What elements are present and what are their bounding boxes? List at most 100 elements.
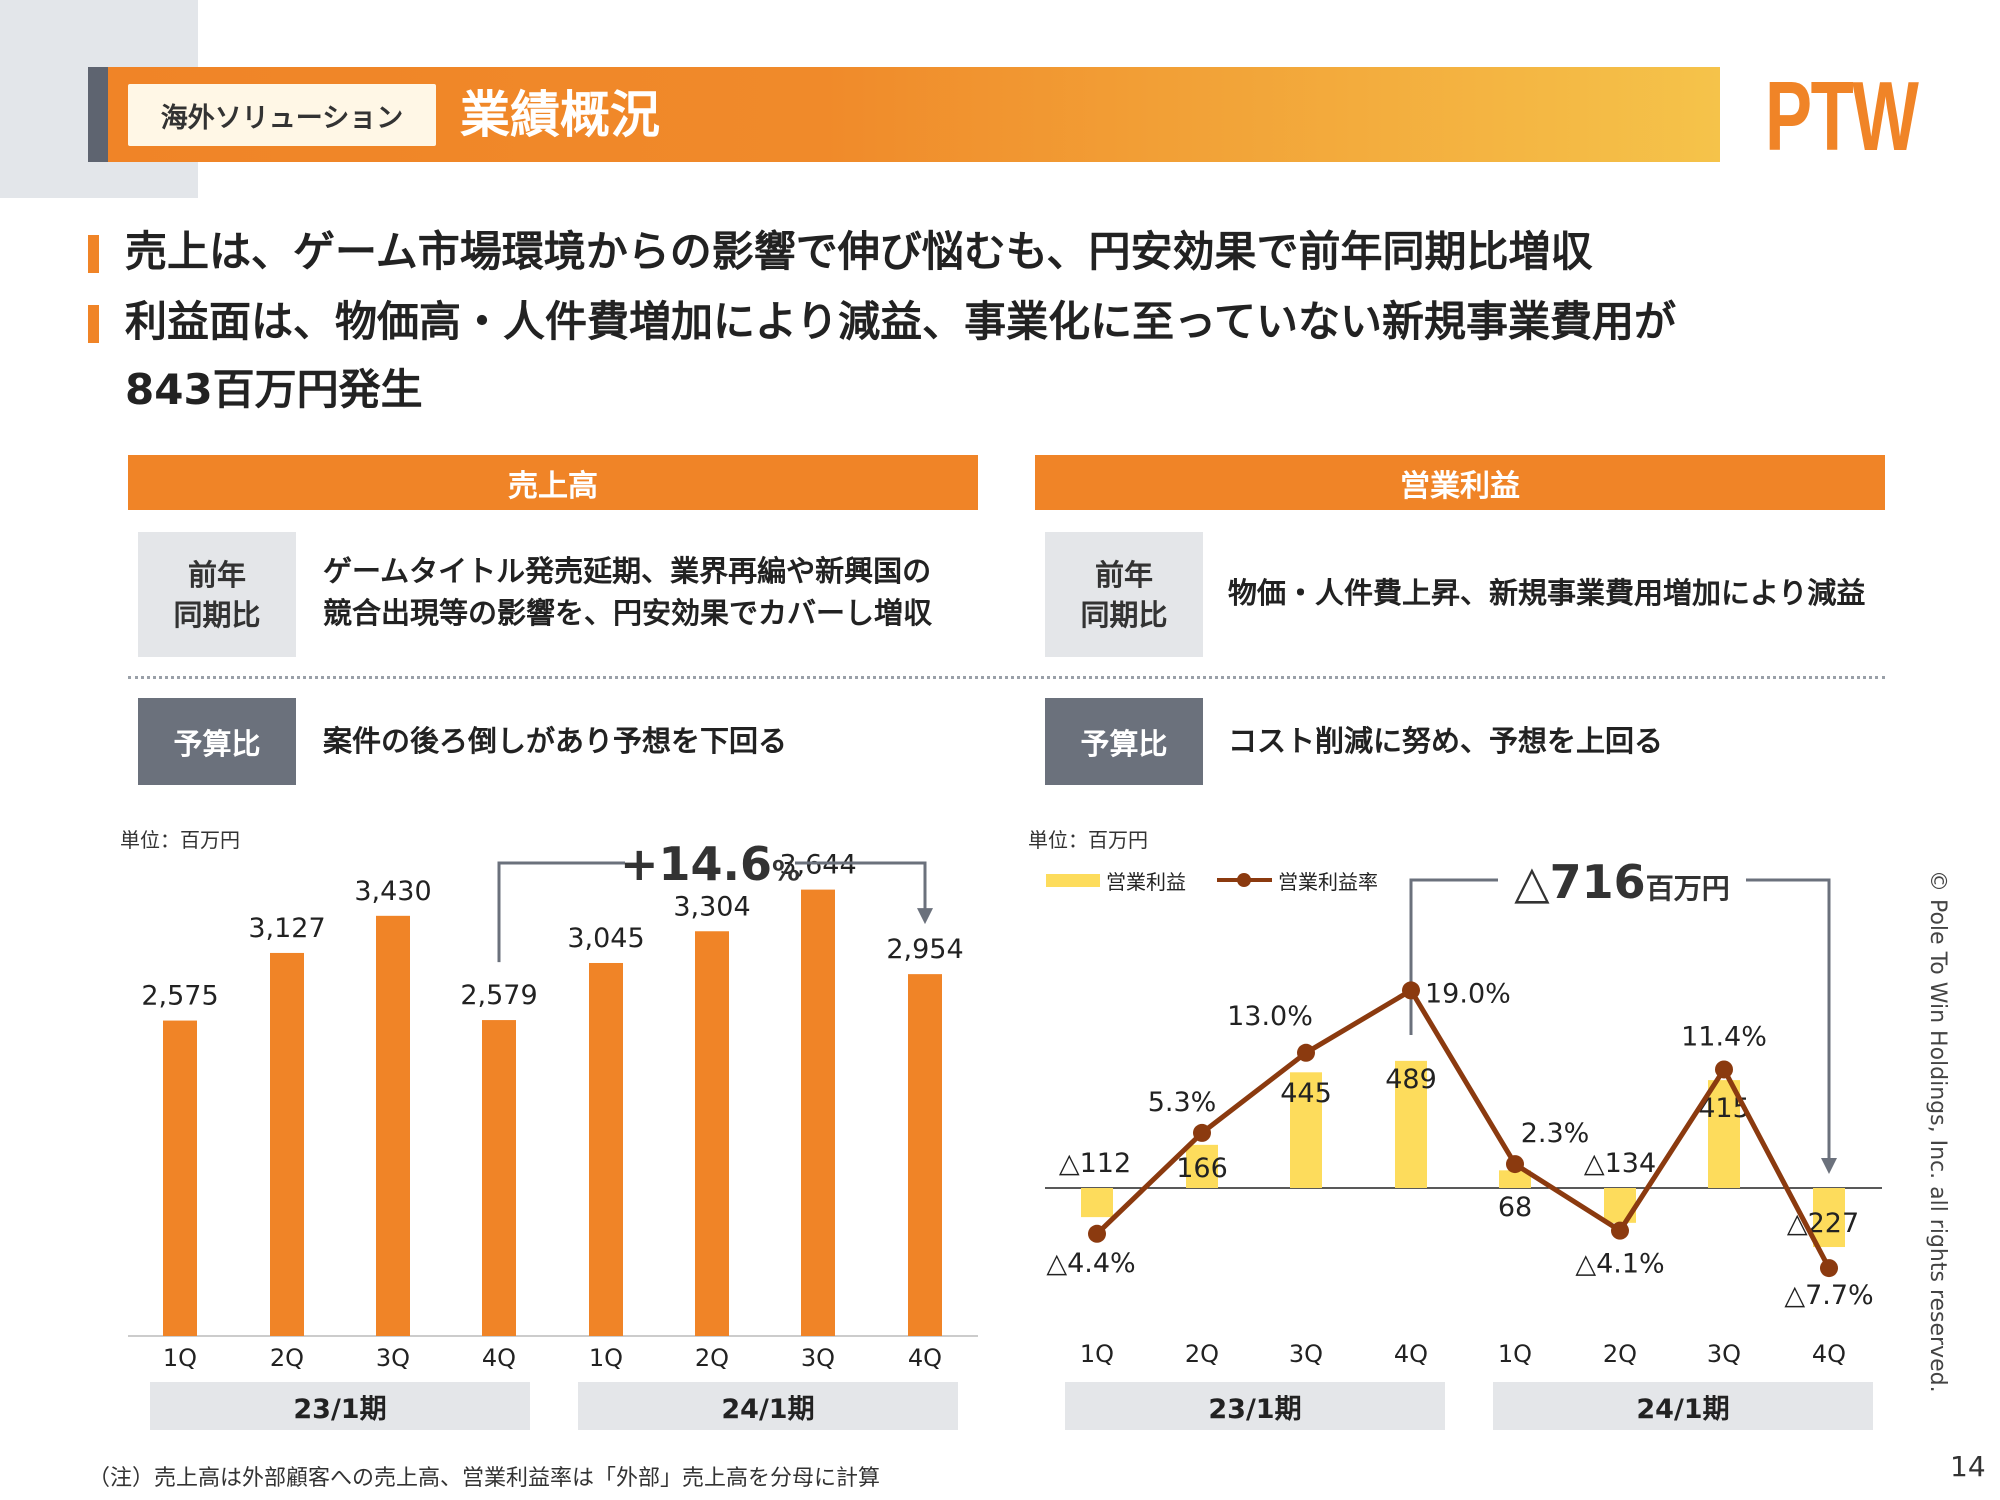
profit-rate-marker bbox=[1820, 1259, 1838, 1278]
sales-value-label: 3,045 bbox=[567, 923, 644, 954]
profit-budget-text: コスト削減に努め、予想を上回る bbox=[1228, 724, 1664, 758]
sales-x-tick: 4Q bbox=[482, 1344, 516, 1372]
profit-bar bbox=[1499, 1170, 1531, 1188]
profit-yoy-text: 物価・人件費上昇、新規事業費用増加により減益 bbox=[1228, 576, 1866, 610]
legend-label-line: 営業利益率 bbox=[1278, 870, 1378, 894]
profit-bar bbox=[1290, 1072, 1322, 1188]
profit-value-label: △134 bbox=[1584, 1148, 1656, 1179]
profit-rate-marker bbox=[1715, 1060, 1733, 1079]
sales-x-tick: 1Q bbox=[163, 1344, 197, 1372]
sales-bar bbox=[482, 1020, 516, 1336]
section-tag: 海外ソリューション bbox=[128, 84, 436, 146]
profit-bar bbox=[1708, 1080, 1740, 1188]
label-line: 同期比 bbox=[173, 597, 261, 632]
profit-budget-label: 予算比 bbox=[1045, 698, 1203, 785]
label-line: 前年 bbox=[187, 557, 246, 592]
sales-value-label: 3,127 bbox=[248, 913, 325, 944]
sales-bar bbox=[270, 952, 304, 1336]
sales-x-tick: 4Q bbox=[908, 1344, 942, 1372]
label-line: 前年 bbox=[1094, 557, 1153, 592]
sales-x-tick: 3Q bbox=[376, 1344, 410, 1372]
profit-x-tick: 3Q bbox=[1289, 1340, 1323, 1368]
profit-rate-label: 13.0% bbox=[1227, 1001, 1313, 1032]
profit-bar bbox=[1081, 1188, 1113, 1218]
legend-marker bbox=[1237, 873, 1251, 887]
sales-value-label: 2,954 bbox=[886, 934, 963, 965]
profit-bar bbox=[1186, 1144, 1218, 1188]
profit-yoy-label: 前年 同期比 bbox=[1045, 532, 1203, 657]
profit-rate-line bbox=[1095, 987, 1832, 1270]
sales-x-tick: 2Q bbox=[270, 1344, 304, 1372]
sales-bar bbox=[695, 931, 729, 1336]
profit-value-label: △112 bbox=[1059, 1148, 1131, 1179]
sales-yoy-text: ゲームタイトル発売延期、業界再編や新興国の 競合出現等の影響を、円安効果でカバー… bbox=[323, 550, 932, 634]
profit-value-label: 68 bbox=[1498, 1192, 1532, 1223]
divider bbox=[128, 676, 1885, 679]
profit-x-tick: 3Q bbox=[1707, 1340, 1741, 1368]
sales-bar bbox=[589, 962, 623, 1336]
profit-value-label: 445 bbox=[1280, 1078, 1332, 1109]
sales-bar bbox=[908, 974, 942, 1336]
profit-period-23: 23/1期 bbox=[1065, 1382, 1445, 1430]
page-number: 14 bbox=[1950, 1450, 1986, 1483]
profit-x-tick: 1Q bbox=[1498, 1340, 1532, 1368]
profit-rate-label: 2.3% bbox=[1521, 1118, 1590, 1149]
profit-rate-label: 5.3% bbox=[1148, 1087, 1217, 1118]
profit-rate-marker bbox=[1611, 1221, 1629, 1240]
profit-period-24: 24/1期 bbox=[1493, 1382, 1873, 1430]
profit-x-tick: 2Q bbox=[1185, 1340, 1219, 1368]
sales-value-label: 3,304 bbox=[673, 891, 750, 922]
legend-swatch-bar bbox=[1046, 874, 1100, 887]
sales-bar bbox=[163, 1020, 197, 1336]
sales-bracket-left bbox=[497, 861, 625, 963]
sales-budget-label: 予算比 bbox=[138, 698, 296, 785]
profit-rate-marker bbox=[1193, 1123, 1211, 1142]
sales-value-label: 3,644 bbox=[779, 850, 856, 881]
copyright: © Pole To Win Holdings, Inc. all rights … bbox=[1925, 870, 1950, 1393]
sales-x-tick: 3Q bbox=[801, 1344, 835, 1372]
sales-x-tick: 1Q bbox=[589, 1344, 623, 1372]
profit-rate-label: △7.7% bbox=[1784, 1280, 1873, 1311]
company-logo: PTW bbox=[1765, 61, 1919, 171]
profit-rate-label: 19.0% bbox=[1425, 978, 1511, 1009]
sales-bar bbox=[801, 889, 835, 1336]
desc-line: 競合出現等の影響を、円安効果でカバーし増収 bbox=[323, 596, 933, 630]
profit-rate-marker bbox=[1088, 1224, 1106, 1243]
sales-bar bbox=[376, 915, 410, 1336]
sales-value-label: 2,575 bbox=[141, 981, 218, 1012]
profit-rate-marker bbox=[1506, 1155, 1524, 1174]
sales-bracket-right bbox=[795, 861, 927, 913]
profit-bracket-arrow bbox=[1821, 1158, 1837, 1174]
profit-rate-label: △4.4% bbox=[1046, 1248, 1135, 1279]
profit-value-label: 489 bbox=[1385, 1064, 1437, 1095]
profit-bar bbox=[1395, 1060, 1427, 1188]
profit-x-tick: 2Q bbox=[1603, 1340, 1637, 1368]
bullet-1: 売上は、ゲーム市場環境からの影響で伸び悩むも、円安効果で前年同期比増収 bbox=[125, 227, 1593, 276]
sales-value-label: 2,579 bbox=[460, 980, 537, 1011]
profit-x-tick: 4Q bbox=[1394, 1340, 1428, 1368]
profit-rate-marker bbox=[1297, 1043, 1315, 1062]
sales-bracket-arrow bbox=[917, 908, 933, 925]
sales-x-tick: 2Q bbox=[695, 1344, 729, 1372]
profit-value-label: 166 bbox=[1176, 1153, 1228, 1184]
sales-growth-annotation: +14.6% bbox=[620, 837, 800, 891]
profit-rate-label: 11.4% bbox=[1681, 1021, 1767, 1052]
footnote: （注）売上高は外部顧客への売上高、営業利益率は「外部」売上高を分母に計算 bbox=[88, 1466, 881, 1491]
header-accent bbox=[88, 67, 108, 162]
desc-line: ゲームタイトル発売延期、業界再編や新興国の bbox=[323, 554, 932, 588]
bullet-2-line1: 利益面は、物価高・人件費増加により減益、事業化に至っていない新規事業費用が bbox=[125, 297, 1677, 346]
profit-rate-marker bbox=[1402, 981, 1420, 1000]
sales-period-24: 24/1期 bbox=[578, 1382, 958, 1430]
sales-value-label: 3,430 bbox=[354, 876, 431, 907]
profit-x-tick: 1Q bbox=[1080, 1340, 1114, 1368]
page-title: 業績概況 bbox=[460, 86, 660, 144]
sales-panel-title: 売上高 bbox=[128, 455, 978, 510]
profit-bar bbox=[1813, 1188, 1845, 1248]
bullet-2-line2: 843百万円発生 bbox=[125, 365, 423, 414]
sales-budget-text: 案件の後ろ倒しがあり予想を下回る bbox=[323, 724, 788, 758]
profit-panel-title: 営業利益 bbox=[1035, 455, 1885, 510]
bullet-marker bbox=[88, 305, 99, 343]
profit-x-tick: 4Q bbox=[1812, 1340, 1846, 1368]
